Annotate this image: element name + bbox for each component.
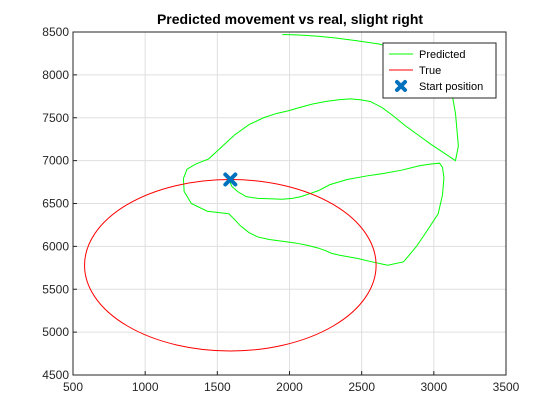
legend-label: Start position bbox=[419, 81, 483, 93]
y-tick-label: 5500 bbox=[42, 282, 69, 296]
predicted-line-lower-loop bbox=[228, 162, 445, 266]
x-tick-label: 1000 bbox=[132, 380, 159, 394]
y-tick-label: 7500 bbox=[42, 111, 69, 125]
y-tick-label: 8000 bbox=[42, 68, 69, 82]
x-tick-label: 1500 bbox=[204, 380, 231, 394]
predicted-line-upper-loop bbox=[182, 34, 459, 215]
chart-title: Predicted movement vs real, slight right bbox=[157, 11, 423, 27]
series-layer bbox=[84, 34, 459, 352]
x-tick-label: 2000 bbox=[276, 380, 303, 394]
y-tick-label: 6500 bbox=[42, 197, 69, 211]
y-tick-label: 4500 bbox=[42, 368, 69, 382]
start-marker-stroke-b bbox=[223, 172, 238, 187]
legend-marker-stroke-b bbox=[395, 80, 407, 92]
y-tick-label: 6000 bbox=[42, 239, 69, 253]
x-tick-label: 3500 bbox=[493, 380, 520, 394]
legend: Predicted True Start position bbox=[382, 42, 497, 99]
axis-ticks: 500 1000 1500 2000 2500 3000 3500 4500 5000 5500 6… bbox=[42, 25, 519, 394]
legend-label: Predicted bbox=[419, 49, 465, 61]
y-tick-label: 5000 bbox=[42, 325, 69, 339]
x-tick-label: 500 bbox=[63, 380, 83, 394]
y-tick-label: 7000 bbox=[42, 154, 69, 168]
legend-swatch-start-position bbox=[395, 80, 407, 92]
start-position-marker bbox=[223, 172, 238, 187]
x-tick-label: 2500 bbox=[348, 380, 375, 394]
y-tick-label: 8500 bbox=[42, 25, 69, 39]
legend-label: True bbox=[419, 65, 441, 77]
x-tick-label: 3000 bbox=[420, 380, 447, 394]
